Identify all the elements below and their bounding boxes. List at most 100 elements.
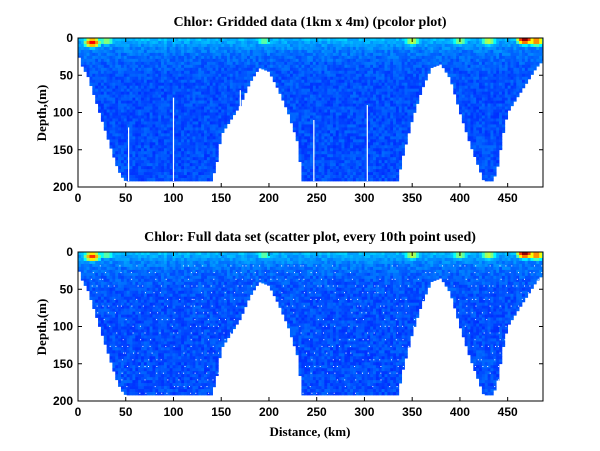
pcolor-cell [120,121,125,125]
pcolor-cell [129,118,133,122]
pcolor-cell [315,109,319,113]
pcolor-cell [198,166,202,170]
pcolor-cell [476,43,480,48]
pcolor-cell [284,76,288,81]
pcolor-cell [464,82,468,87]
pcolor-cell [367,163,371,167]
pcolor-cell [109,103,113,107]
pcolor-cell [358,142,362,146]
pcolor-cell [141,52,145,57]
pcolor-cell [149,52,153,57]
pcolor-cell [212,85,216,90]
pcolor-cell [404,139,408,143]
pcolor-cell [141,154,145,158]
pcolor-cell [330,157,334,161]
pcolor-cell [464,70,468,75]
pcolor-cell [186,79,191,84]
pcolor-cell [390,118,394,122]
pcolor-cell [476,97,480,101]
pcolor-cell [347,160,351,164]
pcolor-cell [335,76,340,81]
pcolor-cell [407,94,411,98]
pcolor-cell [226,121,231,125]
pcolor-cell [149,85,153,90]
pcolor-cell [86,49,90,54]
pcolor-cell [204,82,208,87]
pcolor-cell [112,61,116,66]
pcolor-cell [373,112,377,116]
pcolor-cell [255,40,259,45]
pcolor-cell [269,38,274,42]
pcolor-cell [123,61,128,66]
pcolor-cell [312,142,317,146]
pcolor-cell [473,106,477,110]
pcolor-cell [146,121,150,125]
pcolor-cell [224,58,228,63]
pcolor-cell [358,67,362,72]
pcolor-cell [393,118,397,122]
pcolor-cell [172,166,176,170]
pcolor-cell [189,58,193,63]
pcolor-cell [158,82,162,87]
pcolor-cell [120,94,125,98]
pcolor-cell [407,82,411,87]
pcolor-cell [241,97,245,100]
pcolor-cell [407,97,411,101]
pcolor-cell [118,154,122,158]
pcolor-cell [98,100,102,104]
pcolor-cell [143,133,148,137]
pcolor-cell [249,64,254,69]
pcolor-cell [155,148,159,152]
pcolor-cell [370,55,374,60]
pcolor-cell [129,130,133,134]
pcolor-cell [152,82,156,87]
pcolor-cell [436,46,440,51]
pcolor-cell [204,142,208,146]
pcolor-cell [355,178,360,182]
pcolor-cell [398,85,403,90]
pcolor-cell [473,55,477,60]
pcolor-cell [120,109,125,113]
pcolor-cell [209,148,213,152]
pcolor-cell [375,100,380,104]
pcolor-cell [398,151,403,155]
pcolor-cell [252,49,256,54]
pcolor-cell [304,94,308,98]
pcolor-cell [284,58,288,63]
pcolor-cell [395,73,400,78]
pcolor-cell [370,85,374,90]
pcolor-cell [458,52,463,57]
pcolor-cell [287,76,291,81]
pcolor-cell [367,91,371,95]
pcolor-cell [352,73,357,78]
pcolor-cell [143,91,148,95]
pcolor-cell [327,130,331,134]
pcolor-cell [393,106,397,110]
pcolor-cell [358,76,362,81]
pcolor-cell [163,55,168,60]
pcolor-cell [198,58,202,63]
pcolor-cell [404,52,408,57]
pcolor-cell [381,115,385,119]
pcolor-cell [295,61,299,66]
pcolor-cell [178,169,182,173]
pcolor-cell [152,172,156,176]
pcolor-cell [123,124,128,128]
pcolor-cell [186,160,191,164]
pcolor-cell [138,94,142,98]
pcolor-cell [281,91,285,95]
pcolor-cell [143,52,148,57]
pcolor-cell [238,73,242,78]
pcolor-cell [269,40,274,45]
pcolor-cell [367,154,371,158]
pcolor-cell [123,175,128,179]
pcolor-cell [189,175,193,179]
pcolor-cell [324,130,328,134]
pcolor-cell [458,100,463,104]
pcolor-cell [258,40,262,45]
pcolor-cell [112,91,116,95]
pcolor-cell [129,55,133,60]
pcolor-cell [152,142,156,146]
pcolor-cell [244,38,248,42]
pcolor-cell [373,142,377,146]
